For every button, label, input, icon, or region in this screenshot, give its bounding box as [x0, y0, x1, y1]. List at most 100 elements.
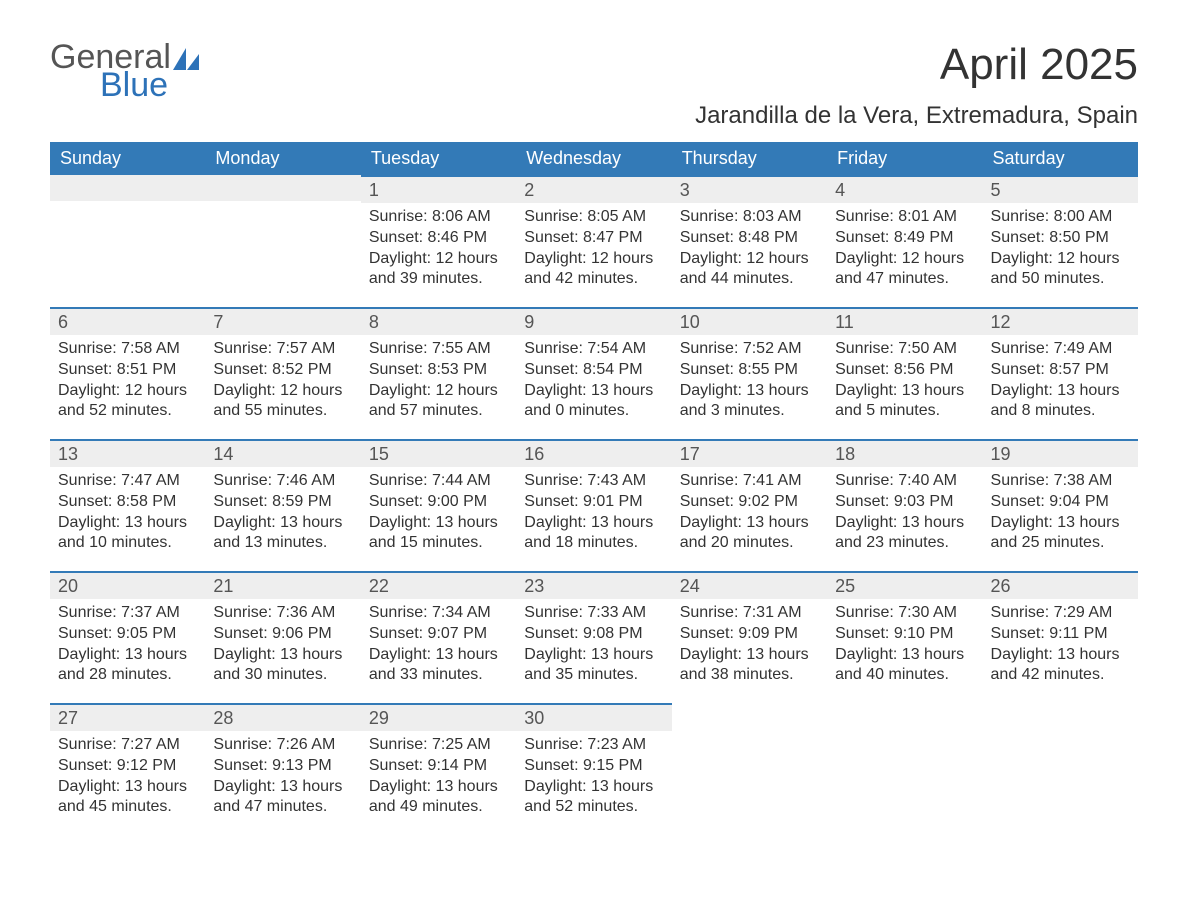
- sunset-text: Sunset: 9:03 PM: [835, 492, 974, 513]
- day-header: Thursday: [672, 142, 827, 175]
- sunrise-text: Sunrise: 7:47 AM: [58, 471, 197, 492]
- daylight-text: Daylight: 13 hours and 35 minutes.: [524, 645, 663, 687]
- day-number: 25: [827, 571, 982, 599]
- sunrise-text: Sunrise: 7:44 AM: [369, 471, 508, 492]
- daylight-text: Daylight: 13 hours and 13 minutes.: [213, 513, 352, 555]
- sunrise-text: Sunrise: 7:58 AM: [58, 339, 197, 360]
- calendar-table: SundayMondayTuesdayWednesdayThursdayFrid…: [50, 142, 1138, 835]
- sunrise-text: Sunrise: 8:00 AM: [991, 207, 1130, 228]
- daylight-text: Daylight: 12 hours and 57 minutes.: [369, 381, 508, 423]
- daylight-text: Daylight: 13 hours and 49 minutes.: [369, 777, 508, 819]
- sunset-text: Sunset: 8:46 PM: [369, 228, 508, 249]
- calendar-cell: 19Sunrise: 7:38 AMSunset: 9:04 PMDayligh…: [983, 439, 1138, 571]
- sunset-text: Sunset: 9:11 PM: [991, 624, 1130, 645]
- daylight-text: Daylight: 12 hours and 52 minutes.: [58, 381, 197, 423]
- sunrise-text: Sunrise: 7:54 AM: [524, 339, 663, 360]
- sunset-text: Sunset: 9:08 PM: [524, 624, 663, 645]
- day-content: Sunrise: 7:46 AMSunset: 8:59 PMDaylight:…: [205, 467, 360, 562]
- day-number: 5: [983, 175, 1138, 203]
- calendar-cell: [672, 703, 827, 835]
- daylight-text: Daylight: 12 hours and 44 minutes.: [680, 249, 819, 291]
- day-header: Sunday: [50, 142, 205, 175]
- calendar-week: 1Sunrise: 8:06 AMSunset: 8:46 PMDaylight…: [50, 175, 1138, 307]
- day-number: 8: [361, 307, 516, 335]
- calendar-cell: 18Sunrise: 7:40 AMSunset: 9:03 PMDayligh…: [827, 439, 982, 571]
- day-number: 28: [205, 703, 360, 731]
- sunset-text: Sunset: 9:01 PM: [524, 492, 663, 513]
- calendar-cell: 17Sunrise: 7:41 AMSunset: 9:02 PMDayligh…: [672, 439, 827, 571]
- day-content: Sunrise: 7:49 AMSunset: 8:57 PMDaylight:…: [983, 335, 1138, 430]
- day-number: 19: [983, 439, 1138, 467]
- sunset-text: Sunset: 8:47 PM: [524, 228, 663, 249]
- sunset-text: Sunset: 9:15 PM: [524, 756, 663, 777]
- calendar-cell: 30Sunrise: 7:23 AMSunset: 9:15 PMDayligh…: [516, 703, 671, 835]
- calendar-cell: 1Sunrise: 8:06 AMSunset: 8:46 PMDaylight…: [361, 175, 516, 307]
- sunset-text: Sunset: 9:04 PM: [991, 492, 1130, 513]
- day-content: Sunrise: 7:26 AMSunset: 9:13 PMDaylight:…: [205, 731, 360, 826]
- day-number: 12: [983, 307, 1138, 335]
- daylight-text: Daylight: 12 hours and 47 minutes.: [835, 249, 974, 291]
- daylight-text: Daylight: 12 hours and 42 minutes.: [524, 249, 663, 291]
- page-title: April 2025: [695, 40, 1138, 90]
- sunset-text: Sunset: 9:00 PM: [369, 492, 508, 513]
- sunset-text: Sunset: 8:51 PM: [58, 360, 197, 381]
- sunset-text: Sunset: 8:58 PM: [58, 492, 197, 513]
- sunrise-text: Sunrise: 7:49 AM: [991, 339, 1130, 360]
- sunrise-text: Sunrise: 7:40 AM: [835, 471, 974, 492]
- calendar-cell: [827, 703, 982, 835]
- daylight-text: Daylight: 13 hours and 45 minutes.: [58, 777, 197, 819]
- daylight-text: Daylight: 13 hours and 3 minutes.: [680, 381, 819, 423]
- day-number: 27: [50, 703, 205, 731]
- calendar-week: 6Sunrise: 7:58 AMSunset: 8:51 PMDaylight…: [50, 307, 1138, 439]
- day-number: 21: [205, 571, 360, 599]
- day-number: 23: [516, 571, 671, 599]
- calendar-week: 13Sunrise: 7:47 AMSunset: 8:58 PMDayligh…: [50, 439, 1138, 571]
- day-content: Sunrise: 7:30 AMSunset: 9:10 PMDaylight:…: [827, 599, 982, 694]
- daylight-text: Daylight: 13 hours and 40 minutes.: [835, 645, 974, 687]
- sunrise-text: Sunrise: 7:52 AM: [680, 339, 819, 360]
- daylight-text: Daylight: 13 hours and 28 minutes.: [58, 645, 197, 687]
- sunrise-text: Sunrise: 7:34 AM: [369, 603, 508, 624]
- day-content: Sunrise: 7:57 AMSunset: 8:52 PMDaylight:…: [205, 335, 360, 430]
- calendar-cell: 13Sunrise: 7:47 AMSunset: 8:58 PMDayligh…: [50, 439, 205, 571]
- calendar-cell: 22Sunrise: 7:34 AMSunset: 9:07 PMDayligh…: [361, 571, 516, 703]
- header: General Blue April 2025 Jarandilla de la…: [50, 40, 1138, 130]
- day-number: 4: [827, 175, 982, 203]
- sunrise-text: Sunrise: 7:31 AM: [680, 603, 819, 624]
- sunset-text: Sunset: 8:48 PM: [680, 228, 819, 249]
- sunset-text: Sunset: 9:07 PM: [369, 624, 508, 645]
- sunset-text: Sunset: 8:59 PM: [213, 492, 352, 513]
- calendar-cell: 26Sunrise: 7:29 AMSunset: 9:11 PMDayligh…: [983, 571, 1138, 703]
- sunrise-text: Sunrise: 7:50 AM: [835, 339, 974, 360]
- calendar-cell: 20Sunrise: 7:37 AMSunset: 9:05 PMDayligh…: [50, 571, 205, 703]
- daylight-text: Daylight: 13 hours and 47 minutes.: [213, 777, 352, 819]
- calendar-cell: 8Sunrise: 7:55 AMSunset: 8:53 PMDaylight…: [361, 307, 516, 439]
- daylight-text: Daylight: 13 hours and 30 minutes.: [213, 645, 352, 687]
- sunrise-text: Sunrise: 7:38 AM: [991, 471, 1130, 492]
- calendar-cell: 16Sunrise: 7:43 AMSunset: 9:01 PMDayligh…: [516, 439, 671, 571]
- day-number: 11: [827, 307, 982, 335]
- calendar-cell: 24Sunrise: 7:31 AMSunset: 9:09 PMDayligh…: [672, 571, 827, 703]
- day-content: Sunrise: 7:50 AMSunset: 8:56 PMDaylight:…: [827, 335, 982, 430]
- sunset-text: Sunset: 9:12 PM: [58, 756, 197, 777]
- day-content: Sunrise: 7:55 AMSunset: 8:53 PMDaylight:…: [361, 335, 516, 430]
- sunrise-text: Sunrise: 7:30 AM: [835, 603, 974, 624]
- sunset-text: Sunset: 8:54 PM: [524, 360, 663, 381]
- daylight-text: Daylight: 13 hours and 15 minutes.: [369, 513, 508, 555]
- day-content: Sunrise: 8:06 AMSunset: 8:46 PMDaylight:…: [361, 203, 516, 298]
- calendar-cell: [983, 703, 1138, 835]
- day-number: 29: [361, 703, 516, 731]
- calendar-cell: 21Sunrise: 7:36 AMSunset: 9:06 PMDayligh…: [205, 571, 360, 703]
- day-number: 6: [50, 307, 205, 335]
- day-header: Friday: [827, 142, 982, 175]
- day-content: Sunrise: 7:44 AMSunset: 9:00 PMDaylight:…: [361, 467, 516, 562]
- calendar-cell: 23Sunrise: 7:33 AMSunset: 9:08 PMDayligh…: [516, 571, 671, 703]
- day-number: 10: [672, 307, 827, 335]
- calendar-cell: 7Sunrise: 7:57 AMSunset: 8:52 PMDaylight…: [205, 307, 360, 439]
- calendar-cell: 11Sunrise: 7:50 AMSunset: 8:56 PMDayligh…: [827, 307, 982, 439]
- sunrise-text: Sunrise: 8:01 AM: [835, 207, 974, 228]
- sail-icon: [173, 48, 199, 70]
- calendar-cell: 4Sunrise: 8:01 AMSunset: 8:49 PMDaylight…: [827, 175, 982, 307]
- calendar-cell: 5Sunrise: 8:00 AMSunset: 8:50 PMDaylight…: [983, 175, 1138, 307]
- day-number: [205, 175, 360, 201]
